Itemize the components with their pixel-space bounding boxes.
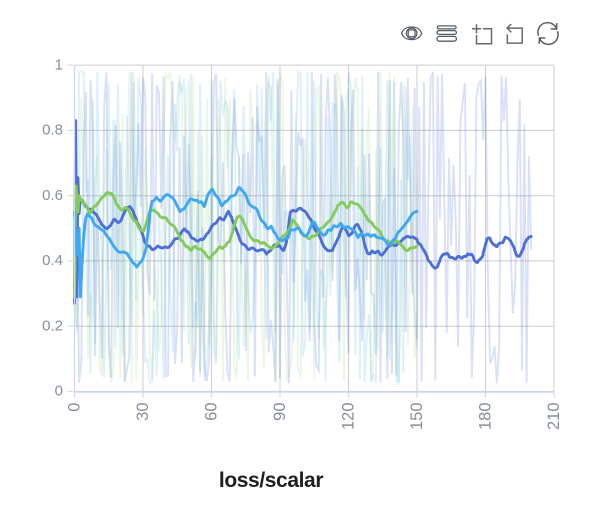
- svg-text:60: 60: [203, 403, 221, 421]
- svg-text:90: 90: [271, 403, 289, 421]
- svg-text:150: 150: [408, 403, 426, 431]
- svg-text:210: 210: [545, 403, 563, 431]
- svg-text:0: 0: [66, 403, 84, 412]
- svg-text:30: 30: [134, 403, 152, 421]
- svg-text:0.4: 0.4: [42, 252, 63, 269]
- svg-text:1: 1: [55, 56, 63, 73]
- svg-text:120: 120: [340, 403, 358, 431]
- svg-text:loss/scalar: loss/scalar: [219, 469, 323, 492]
- svg-text:180: 180: [477, 403, 495, 431]
- svg-text:0.8: 0.8: [42, 122, 63, 139]
- svg-text:0.6: 0.6: [42, 187, 63, 204]
- svg-text:0.2: 0.2: [42, 317, 63, 334]
- svg-text:0: 0: [55, 383, 63, 400]
